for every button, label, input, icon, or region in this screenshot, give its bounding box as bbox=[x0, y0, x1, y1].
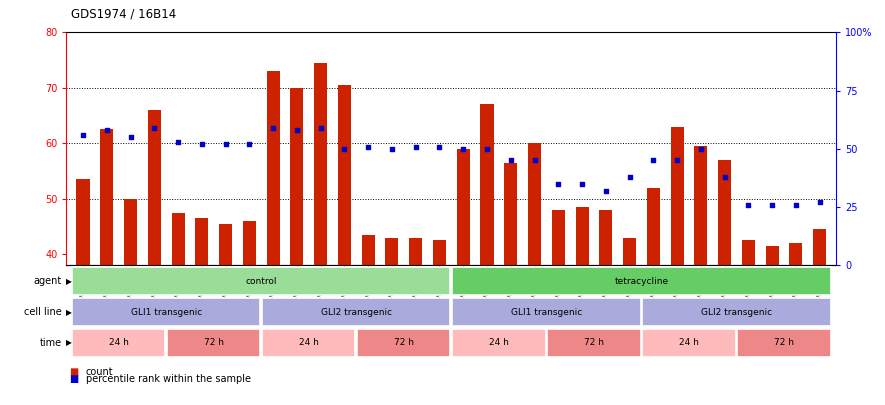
Point bbox=[504, 157, 518, 164]
Text: count: count bbox=[86, 367, 113, 377]
Bar bbox=[362, 235, 374, 265]
Bar bbox=[647, 188, 660, 265]
Text: 24 h: 24 h bbox=[109, 338, 128, 347]
Point bbox=[527, 157, 542, 164]
Bar bbox=[457, 149, 470, 265]
Bar bbox=[718, 160, 731, 265]
Text: ■: ■ bbox=[69, 367, 78, 377]
Text: GLI2 transgenic: GLI2 transgenic bbox=[701, 307, 772, 317]
Point bbox=[195, 141, 209, 147]
Text: 24 h: 24 h bbox=[299, 338, 319, 347]
Text: ■: ■ bbox=[69, 374, 78, 384]
Bar bbox=[742, 240, 755, 265]
Bar bbox=[124, 199, 137, 265]
Point bbox=[622, 173, 636, 180]
Point bbox=[266, 125, 281, 131]
Bar bbox=[695, 146, 707, 265]
Text: ▶: ▶ bbox=[65, 338, 72, 347]
Point bbox=[646, 157, 660, 164]
Bar bbox=[504, 163, 518, 265]
Bar bbox=[599, 210, 612, 265]
Point bbox=[670, 157, 684, 164]
Bar bbox=[266, 71, 280, 265]
Bar bbox=[148, 110, 161, 265]
Point bbox=[219, 141, 233, 147]
Point bbox=[718, 173, 732, 180]
Text: 72 h: 72 h bbox=[204, 338, 224, 347]
Text: 24 h: 24 h bbox=[679, 338, 699, 347]
Bar bbox=[196, 218, 208, 265]
Bar bbox=[551, 210, 565, 265]
Point bbox=[313, 125, 327, 131]
Point bbox=[289, 127, 304, 134]
Point bbox=[575, 181, 589, 187]
Point bbox=[385, 145, 399, 152]
Point bbox=[171, 139, 185, 145]
Text: 24 h: 24 h bbox=[489, 338, 509, 347]
Text: GLI1 transgenic: GLI1 transgenic bbox=[131, 307, 202, 317]
Bar bbox=[623, 238, 636, 265]
Point bbox=[456, 145, 470, 152]
Bar bbox=[290, 88, 304, 265]
Bar bbox=[219, 224, 232, 265]
Point bbox=[242, 141, 257, 147]
Point bbox=[123, 134, 138, 141]
Point bbox=[599, 188, 613, 194]
Text: 72 h: 72 h bbox=[774, 338, 794, 347]
Bar bbox=[813, 229, 827, 265]
Point bbox=[551, 181, 566, 187]
Text: tetracycline: tetracycline bbox=[614, 277, 668, 286]
Point bbox=[337, 145, 351, 152]
Text: 72 h: 72 h bbox=[584, 338, 604, 347]
Text: control: control bbox=[245, 277, 277, 286]
Bar bbox=[385, 238, 398, 265]
Text: time: time bbox=[40, 338, 62, 348]
Bar bbox=[76, 179, 89, 265]
Point bbox=[361, 143, 375, 150]
Bar bbox=[789, 243, 803, 265]
Point bbox=[100, 127, 114, 134]
Bar bbox=[409, 238, 422, 265]
Text: ▶: ▶ bbox=[65, 277, 72, 286]
Point bbox=[765, 201, 780, 208]
Bar bbox=[242, 221, 256, 265]
Text: GLI1 transgenic: GLI1 transgenic bbox=[511, 307, 582, 317]
Bar bbox=[671, 127, 683, 265]
Text: cell line: cell line bbox=[24, 307, 62, 317]
Point bbox=[694, 145, 708, 152]
Bar bbox=[433, 240, 446, 265]
Text: GDS1974 / 16B14: GDS1974 / 16B14 bbox=[71, 7, 176, 20]
Point bbox=[76, 132, 90, 138]
Point bbox=[147, 125, 161, 131]
Point bbox=[480, 145, 494, 152]
Text: agent: agent bbox=[34, 276, 62, 286]
Bar bbox=[575, 207, 589, 265]
Bar bbox=[100, 130, 113, 265]
Point bbox=[742, 201, 756, 208]
Text: percentile rank within the sample: percentile rank within the sample bbox=[86, 374, 250, 384]
Point bbox=[812, 199, 827, 206]
Point bbox=[409, 143, 423, 150]
Point bbox=[433, 143, 447, 150]
Bar bbox=[172, 213, 185, 265]
Bar bbox=[338, 85, 351, 265]
Bar bbox=[766, 246, 779, 265]
Bar bbox=[528, 143, 541, 265]
Text: GLI2 transgenic: GLI2 transgenic bbox=[320, 307, 392, 317]
Bar bbox=[314, 63, 327, 265]
Point bbox=[789, 201, 803, 208]
Text: 72 h: 72 h bbox=[394, 338, 414, 347]
Bar bbox=[481, 104, 494, 265]
Text: ▶: ▶ bbox=[65, 307, 72, 317]
